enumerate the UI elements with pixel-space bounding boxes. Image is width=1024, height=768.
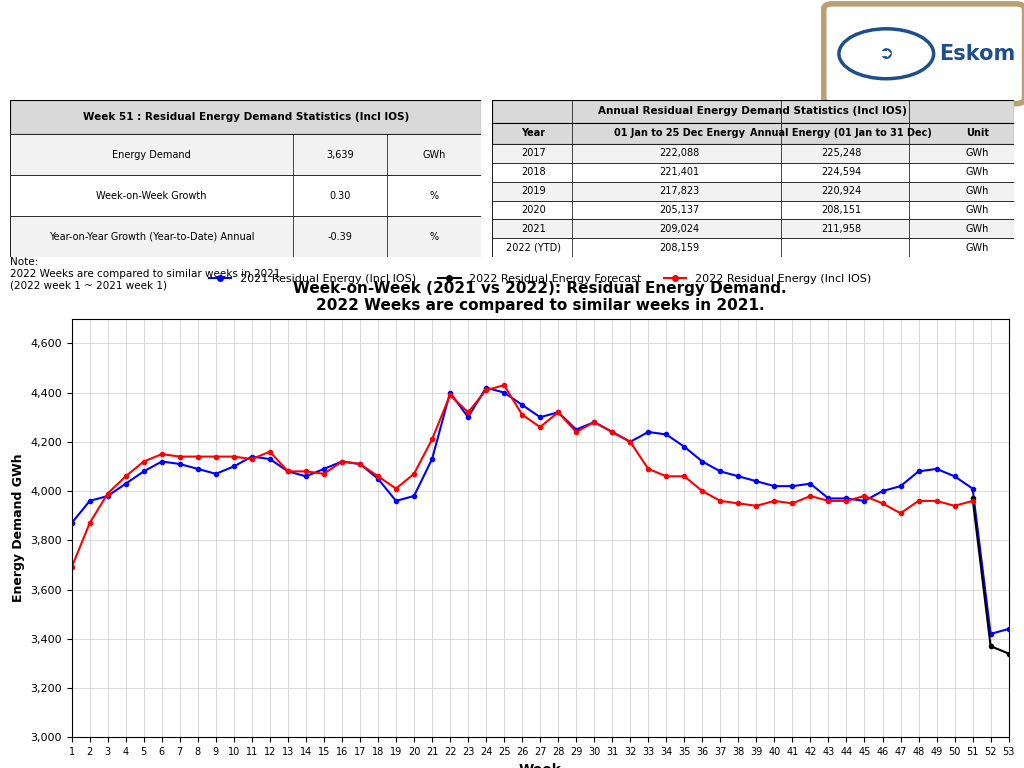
Text: 209,024: 209,024 <box>659 224 699 234</box>
Bar <box>492 200 1014 220</box>
Text: Eskom: Eskom <box>939 44 1016 64</box>
2021 Residual Energy (Incl IOS) <box>678 442 690 452</box>
Text: GWh: GWh <box>966 205 989 215</box>
Text: 2018: 2018 <box>521 167 546 177</box>
X-axis label: Week: Week <box>519 763 561 768</box>
Text: 208,151: 208,151 <box>821 205 861 215</box>
Text: 224,594: 224,594 <box>821 167 861 177</box>
Bar <box>10 217 481 257</box>
Text: 225,248: 225,248 <box>821 148 861 158</box>
Text: 2020: 2020 <box>521 205 546 215</box>
2021 Residual Energy (Incl IOS) <box>317 465 330 474</box>
Text: 01 Jan to 25 Dec Energy: 01 Jan to 25 Dec Energy <box>614 128 745 138</box>
2022 Residual Energy (Incl IOS) <box>66 563 78 572</box>
Legend: 2021 Residual Energy (Incl IOS), 2022 Residual Energy Forecast, 2022 Residual En: 2021 Residual Energy (Incl IOS), 2022 Re… <box>205 270 876 289</box>
Bar <box>492 100 1014 123</box>
2021 Residual Energy (Incl IOS) <box>480 383 493 392</box>
Text: Note:
2022 Weeks are compared to similar weeks in 2021.
(2022 week 1 ~ 2021 week: Note: 2022 Weeks are compared to similar… <box>10 257 284 290</box>
2021 Residual Energy (Incl IOS) <box>642 427 654 436</box>
2021 Residual Energy (Incl IOS) <box>984 629 996 638</box>
Text: 222,088: 222,088 <box>659 148 699 158</box>
Text: Unit: Unit <box>966 128 989 138</box>
Y-axis label: Energy Demand GWh: Energy Demand GWh <box>11 454 25 602</box>
2022 Residual Energy (Incl IOS) <box>606 427 618 436</box>
Text: 2017: 2017 <box>521 148 546 158</box>
Text: -0.39: -0.39 <box>328 232 352 242</box>
Text: 221,401: 221,401 <box>659 167 699 177</box>
Text: GWh: GWh <box>966 167 989 177</box>
Text: 2019: 2019 <box>521 186 546 196</box>
2021 Residual Energy (Incl IOS) <box>696 457 709 466</box>
2022 Residual Energy (Incl IOS) <box>660 472 673 481</box>
2021 Residual Energy (Incl IOS) <box>624 437 636 446</box>
Text: %: % <box>430 191 438 201</box>
2021 Residual Energy (Incl IOS) <box>1002 624 1015 634</box>
Text: 3,639: 3,639 <box>327 150 353 160</box>
Text: GWh: GWh <box>966 186 989 196</box>
Line: 2021 Residual Energy (Incl IOS): 2021 Residual Energy (Incl IOS) <box>70 386 1011 636</box>
2021 Residual Energy (Incl IOS) <box>804 479 816 488</box>
Text: ➲: ➲ <box>879 45 894 63</box>
Line: 2022 Residual Energy (Incl IOS): 2022 Residual Energy (Incl IOS) <box>70 383 975 570</box>
Bar <box>10 175 481 217</box>
Text: GWh: GWh <box>966 148 989 158</box>
Text: Annual Energy (01 Jan to 31 Dec): Annual Energy (01 Jan to 31 Dec) <box>751 128 933 138</box>
Bar <box>10 134 481 175</box>
Bar <box>492 182 1014 200</box>
Bar <box>492 163 1014 182</box>
Text: 211,958: 211,958 <box>821 224 861 234</box>
Bar <box>492 220 1014 238</box>
2022 Residual Energy Forecast <box>1002 649 1015 658</box>
Bar <box>492 238 1014 257</box>
Text: 220,924: 220,924 <box>821 186 861 196</box>
2022 Residual Energy (Incl IOS) <box>317 469 330 478</box>
Text: Week-on-Week Growth: Week-on-Week Growth <box>96 191 207 201</box>
Text: Energy Demand: Energy Demand <box>113 150 190 160</box>
Bar <box>492 144 1014 163</box>
2022 Residual Energy (Incl IOS) <box>894 508 906 518</box>
Line: 2022 Residual Energy Forecast: 2022 Residual Energy Forecast <box>971 496 1011 656</box>
Text: 208,159: 208,159 <box>659 243 699 253</box>
2021 Residual Energy (Incl IOS) <box>66 518 78 528</box>
Text: 2021: 2021 <box>521 224 546 234</box>
Text: Week-on-Week Residual Energy Demand: Week-on-Week Residual Energy Demand <box>20 31 715 61</box>
FancyBboxPatch shape <box>823 4 1024 104</box>
Text: 205,137: 205,137 <box>659 205 699 215</box>
2022 Residual Energy (Incl IOS) <box>624 437 636 446</box>
Text: GWh: GWh <box>423 150 445 160</box>
Text: 0.30: 0.30 <box>330 191 350 201</box>
Text: Week 51 : Residual Energy Demand Statistics (Incl IOS): Week 51 : Residual Energy Demand Statist… <box>83 112 409 122</box>
Text: Year-on-Year Growth (Year-to-Date) Annual: Year-on-Year Growth (Year-to-Date) Annua… <box>49 232 254 242</box>
Text: Annual Residual Energy Demand Statistics (Incl IOS): Annual Residual Energy Demand Statistics… <box>598 106 907 116</box>
Text: 217,823: 217,823 <box>659 186 699 196</box>
Text: %: % <box>430 232 438 242</box>
Text: GWh: GWh <box>966 224 989 234</box>
2022 Residual Energy (Incl IOS) <box>786 498 799 508</box>
Bar <box>10 100 481 134</box>
Text: Year: Year <box>521 128 546 138</box>
Text: GWh: GWh <box>966 243 989 253</box>
Text: 2022 (YTD): 2022 (YTD) <box>506 243 561 253</box>
Bar <box>492 123 1014 144</box>
Title: Week-on-Week (2021 vs 2022): Residual Energy Demand.
2022 Weeks are compared to : Week-on-Week (2021 vs 2022): Residual En… <box>293 281 787 313</box>
